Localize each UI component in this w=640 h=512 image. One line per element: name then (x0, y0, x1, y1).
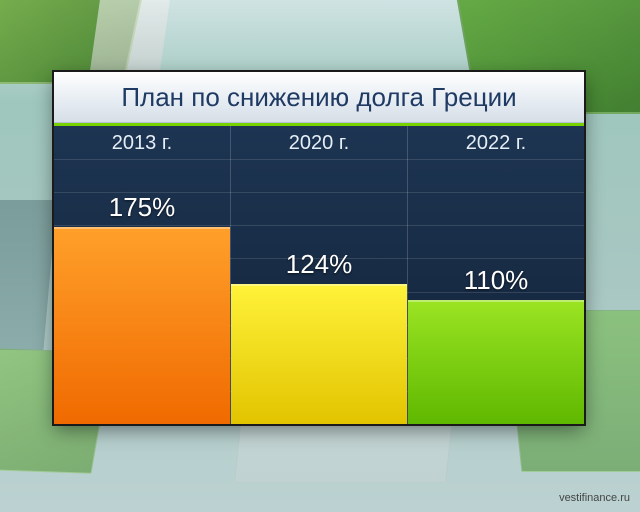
stage: План по снижению долга Греции 2013 г. 175… (0, 0, 640, 512)
chart-panel: План по снижению долга Греции 2013 г. 175… (54, 72, 584, 424)
chart-title: План по снижению долга Греции (121, 82, 516, 113)
backdrop-block (0, 200, 57, 350)
source-watermark: vestifinance.ru (559, 492, 630, 504)
title-bar: План по снижению долга Греции (54, 72, 584, 123)
value-label: 175% (54, 192, 230, 223)
chart-column: 2022 г. 110% (407, 126, 584, 424)
year-label: 2013 г. (54, 132, 230, 155)
value-label: 110% (408, 265, 584, 296)
bar (231, 284, 407, 424)
backdrop-block (90, 0, 170, 70)
value-label: 124% (231, 249, 407, 280)
bar (54, 227, 230, 424)
year-label: 2022 г. (408, 132, 584, 155)
chart-area: 2013 г. 175% 2020 г. 124% 2022 г. 110% (54, 126, 584, 424)
bar (408, 300, 584, 424)
chart-column: 2013 г. 175% (54, 126, 230, 424)
chart-column: 2020 г. 124% (230, 126, 407, 424)
year-label: 2020 г. (231, 132, 407, 155)
